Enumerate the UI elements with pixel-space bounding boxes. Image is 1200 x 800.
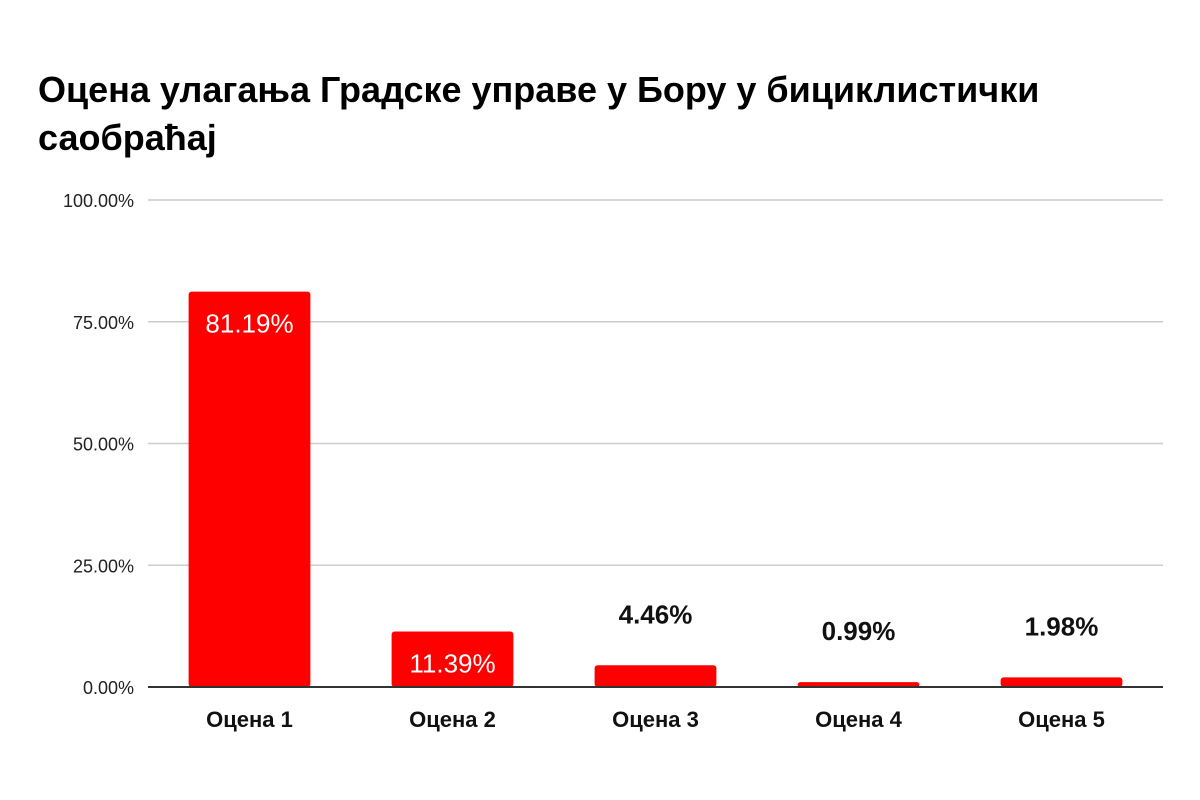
y-tick-label: 50.00% [73,435,134,455]
data-label: 11.39% [409,649,495,679]
bar [797,682,920,687]
chart-title: Оцена улагања Градске управе у Бору у би… [38,69,1040,158]
data-label: 4.46% [619,599,693,629]
x-category-label: Оцена 2 [409,707,496,732]
gridlines [148,199,1163,566]
y-tick-label: 75.00% [73,313,134,333]
y-tick-label: 100.00% [63,191,134,211]
x-category-label: Оцена 3 [612,707,699,732]
data-label: 0.99% [822,616,896,646]
x-category-label: Оцена 1 [206,707,293,732]
x-axis-category-labels: Оцена 1 Оцена 2 Оцена 3 Оцена 4 Оцена 5 [206,707,1105,732]
bar [391,631,514,687]
x-category-label: Оцена 5 [1018,707,1105,732]
bar [1000,677,1123,687]
data-label: 1.98% [1025,611,1099,641]
bar [594,665,717,687]
data-label: 81.19% [205,309,293,339]
x-category-label: Оцена 4 [815,707,903,732]
y-tick-label: 25.00% [73,556,134,576]
data-labels: 81.19% 11.39% 4.46% 0.99% 1.98% [205,309,1098,679]
y-tick-label: 0.00% [83,678,134,698]
bar [188,291,311,687]
y-axis-tick-labels: 0.00% 25.00% 50.00% 75.00% 100.00% [63,191,134,698]
bars [188,291,1123,687]
